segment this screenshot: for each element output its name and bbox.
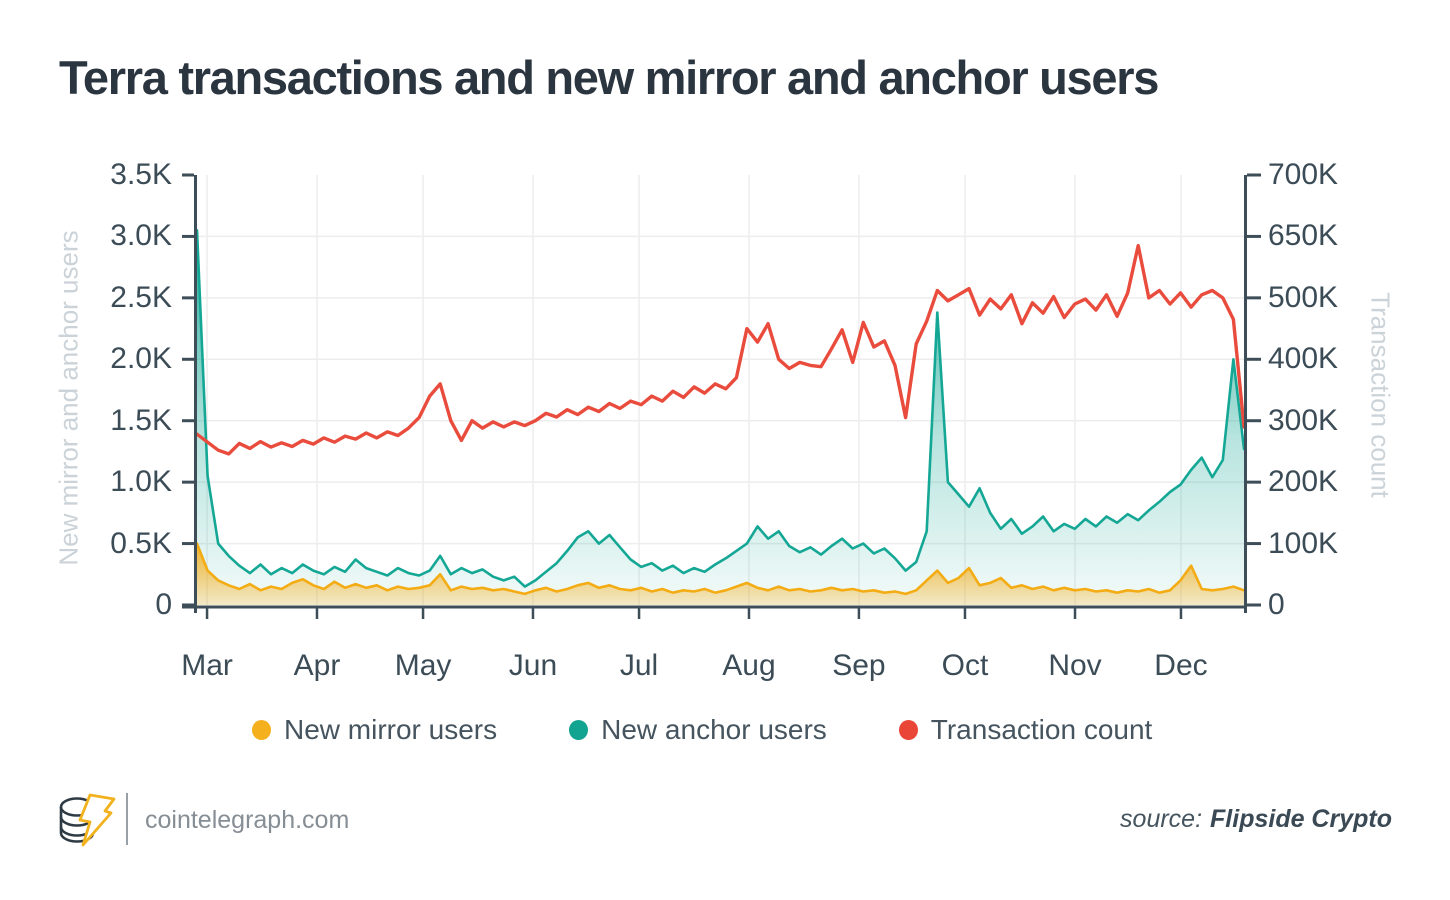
mirror-users-line: [195, 542, 1246, 596]
right-tick-0: 0: [1268, 588, 1285, 621]
month-label-Nov: Nov: [1048, 649, 1102, 682]
anchor-users-line: [195, 229, 1246, 588]
cointelegraph-logo-icon: [59, 793, 116, 847]
mirror-users-area: [197, 543, 1244, 605]
anchor-dot-icon: [569, 720, 589, 740]
anchor-users-area: [197, 230, 1244, 606]
legend-item-mirror: New mirror users: [252, 714, 497, 746]
left-tick-1.5K: 1.5K: [110, 403, 172, 437]
legend-label-mirror: New mirror users: [284, 714, 498, 745]
right-axis-title: Transaction count: [1365, 292, 1396, 498]
legend-item-transactions: Transaction count: [898, 714, 1153, 746]
transaction-count-line: [195, 243, 1246, 456]
transaction-dot-icon: [898, 720, 918, 740]
legend-item-anchor: New anchor users: [569, 714, 827, 746]
month-label-Aug: Aug: [722, 649, 776, 682]
right-tick-400K: 400K: [1268, 342, 1339, 376]
month-label-May: May: [394, 649, 452, 682]
left-tick-0.5K: 0.5K: [110, 526, 172, 560]
month-label-Mar: Mar: [181, 649, 233, 682]
source-label: source:: [1120, 805, 1203, 833]
right-tick-700K: 700K: [1268, 158, 1339, 191]
month-label-Sep: Sep: [832, 649, 886, 682]
source-name: Flipside Crypto: [1210, 805, 1392, 833]
left-tick-3.5K: 3.5K: [110, 158, 172, 191]
left-tick-1.0K: 1.0K: [110, 465, 172, 499]
left-tick-0: 0: [155, 588, 172, 621]
mirror-dot-icon: [252, 720, 271, 740]
left-tick-2.0K: 2.0K: [110, 342, 172, 376]
footer-divider: [126, 793, 128, 845]
right-tick-650K: 650K: [1268, 219, 1339, 253]
axes: [182, 173, 1261, 619]
legend: New mirror users New anchor users Transa…: [252, 714, 1152, 746]
plot-area: [182, 173, 1261, 619]
left-tick-2.5K: 2.5K: [110, 280, 172, 314]
right-tick-500K: 500K: [1268, 280, 1339, 314]
month-label-Jul: Jul: [619, 649, 659, 682]
right-tick-300K: 300K: [1268, 403, 1339, 437]
right-tick-100K: 100K: [1268, 526, 1339, 560]
left-tick-3.0K: 3.0K: [110, 219, 172, 253]
right-tick-200K: 200K: [1268, 465, 1339, 499]
source-credit: source: Flipside Crypto: [1120, 805, 1392, 834]
left-axis-title: New mirror and anchor users: [53, 230, 84, 566]
legend-label-anchor: New anchor users: [601, 714, 827, 745]
month-label-Jun: Jun: [508, 649, 558, 682]
month-label-Dec: Dec: [1154, 649, 1208, 682]
legend-label-transactions: Transaction count: [930, 714, 1153, 745]
chart-title: Terra transactions and new mirror and an…: [59, 51, 1159, 104]
month-label-Oct: Oct: [941, 649, 989, 682]
site-link[interactable]: cointelegraph.com: [145, 806, 350, 834]
month-label-Apr: Apr: [293, 649, 341, 682]
